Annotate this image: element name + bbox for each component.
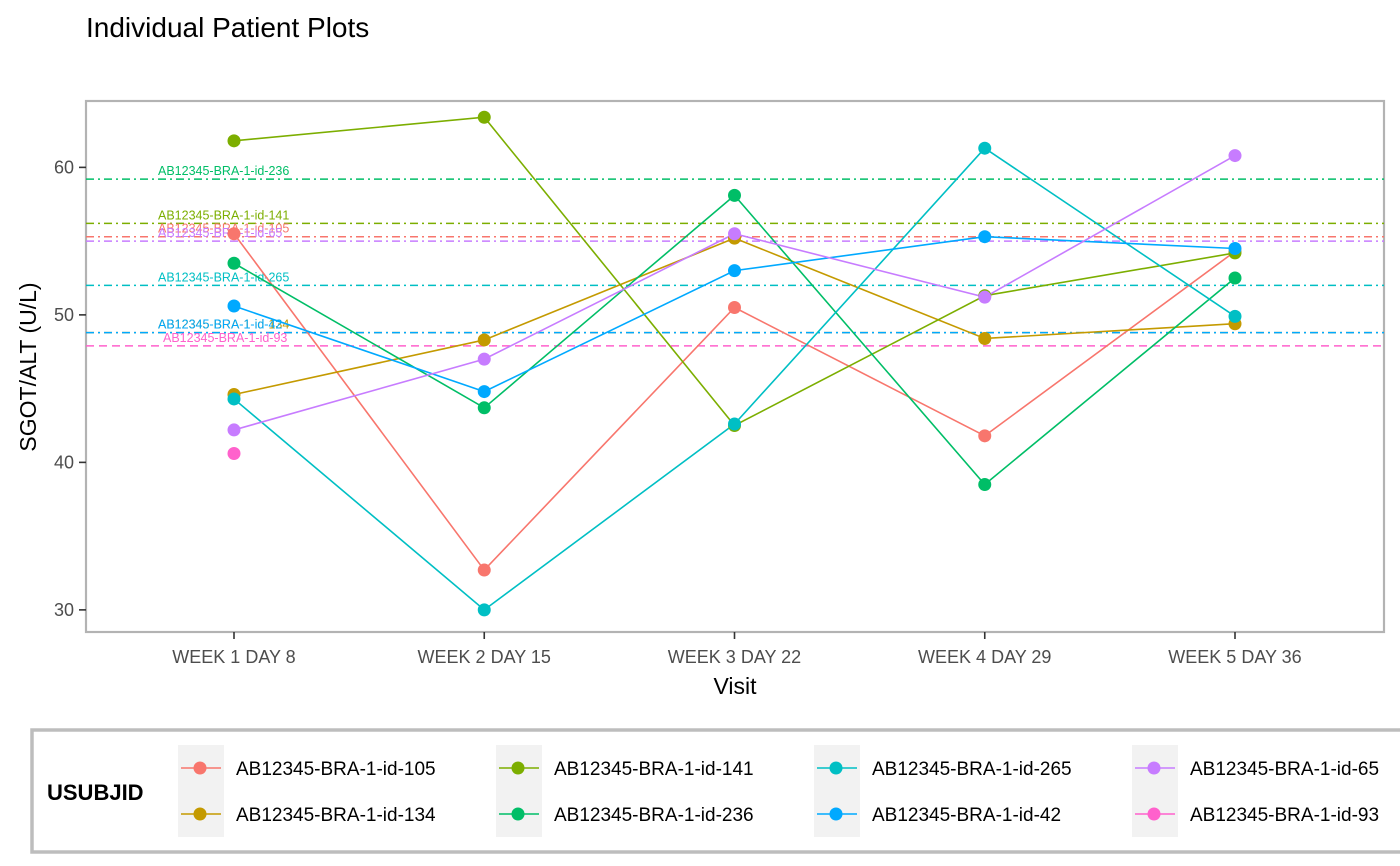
data-point bbox=[477, 333, 491, 347]
data-point bbox=[227, 392, 241, 406]
reference-label: AB12345-BRA-1-id-265 bbox=[158, 270, 289, 284]
legend-label: AB12345-BRA-1-id-42 bbox=[872, 805, 1061, 826]
legend-key-point bbox=[511, 807, 525, 821]
legend-label: AB12345-BRA-1-id-105 bbox=[236, 759, 436, 780]
data-point bbox=[1228, 309, 1242, 323]
data-point bbox=[978, 230, 992, 244]
x-axis: WEEK 1 DAY 8 WEEK 2 DAY 15 WEEK 3 DAY 22 WE… bbox=[172, 632, 1302, 667]
y-tick-label: 60 bbox=[54, 157, 74, 177]
reference-label: AB12345-BRA-1-id-134 bbox=[158, 318, 289, 332]
legend-label: AB12345-BRA-1-id-141 bbox=[554, 759, 754, 780]
data-point bbox=[477, 401, 491, 415]
data-point bbox=[227, 447, 241, 461]
y-tick-label: 50 bbox=[54, 305, 74, 325]
x-tick-label: WEEK 1 DAY 8 bbox=[172, 647, 295, 667]
data-point bbox=[227, 227, 241, 241]
x-axis-title: Visit bbox=[713, 673, 757, 699]
reference-label: AB12345-BRA-1-id-93 bbox=[163, 331, 287, 345]
legend-label: AB12345-BRA-1-id-236 bbox=[554, 805, 754, 826]
reference-label: AB12345-BRA-1-id-236 bbox=[158, 164, 289, 178]
data-point bbox=[728, 227, 741, 241]
series-line bbox=[233, 235, 1236, 393]
legend-key-point bbox=[1147, 761, 1161, 775]
data-point bbox=[978, 141, 992, 155]
legend: AB12345-BRA-1-id-105 AB12345-BRA-1-id-134… bbox=[178, 745, 1379, 837]
x-tick-label: WEEK 4 DAY 29 bbox=[918, 647, 1051, 667]
legend-key-point bbox=[829, 807, 843, 821]
data-point bbox=[728, 301, 741, 314]
reference-label: AB12345-BRA-1-id-65 bbox=[158, 226, 282, 240]
series-points bbox=[227, 110, 1242, 617]
data-point bbox=[227, 299, 241, 313]
data-point bbox=[978, 331, 992, 345]
data-point bbox=[978, 478, 992, 491]
legend-key-point bbox=[829, 761, 843, 775]
series-line bbox=[233, 237, 1236, 396]
legend-label: AB12345-BRA-1-id-65 bbox=[1190, 759, 1379, 780]
data-point bbox=[1228, 271, 1242, 285]
legend-title: USUBJID bbox=[47, 780, 144, 805]
data-point bbox=[477, 352, 491, 366]
chart-title: Individual Patient Plots bbox=[86, 12, 369, 43]
y-tick-label: 30 bbox=[54, 600, 74, 620]
data-point bbox=[728, 264, 741, 278]
x-tick-label: WEEK 5 DAY 36 bbox=[1168, 647, 1301, 667]
y-axis: 30 40 50 60 bbox=[54, 157, 86, 620]
reference-label: AB12345-BRA-1-id-141 bbox=[158, 208, 289, 222]
legend-key-point bbox=[193, 807, 207, 821]
legend-box bbox=[30, 728, 1400, 854]
x-tick-label: WEEK 2 DAY 15 bbox=[418, 647, 551, 667]
legend-key-point bbox=[511, 761, 525, 775]
y-axis-title: SGOT/ALT (U/L) bbox=[15, 282, 41, 451]
data-point bbox=[477, 603, 491, 617]
data-point bbox=[477, 563, 491, 577]
reference-label: AB12345-BRA-1-id-105 bbox=[158, 222, 289, 236]
y-tick-label: 40 bbox=[54, 452, 74, 472]
legend-key-point bbox=[1147, 807, 1161, 821]
reference-label: AB12345-BRA-1-id-42 bbox=[158, 318, 282, 332]
data-point bbox=[978, 429, 992, 443]
data-point bbox=[227, 256, 241, 270]
data-point bbox=[227, 423, 241, 437]
legend-key-point bbox=[193, 761, 207, 775]
reference-labels: AB12345-BRA-1-id-105 AB12345-BRA-1-id-134… bbox=[158, 164, 289, 345]
data-point bbox=[1228, 149, 1242, 163]
legend-label: AB12345-BRA-1-id-134 bbox=[236, 805, 436, 826]
data-point bbox=[1228, 242, 1242, 255]
data-point bbox=[728, 417, 741, 431]
data-point bbox=[728, 188, 741, 202]
legend-label: AB12345-BRA-1-id-265 bbox=[872, 759, 1072, 780]
data-point bbox=[978, 290, 992, 304]
series-line bbox=[233, 147, 1236, 611]
x-tick-label: WEEK 3 DAY 22 bbox=[668, 647, 801, 667]
legend-label: AB12345-BRA-1-id-93 bbox=[1190, 805, 1379, 826]
data-point bbox=[477, 110, 491, 124]
data-point bbox=[477, 385, 491, 399]
data-point bbox=[227, 134, 241, 148]
